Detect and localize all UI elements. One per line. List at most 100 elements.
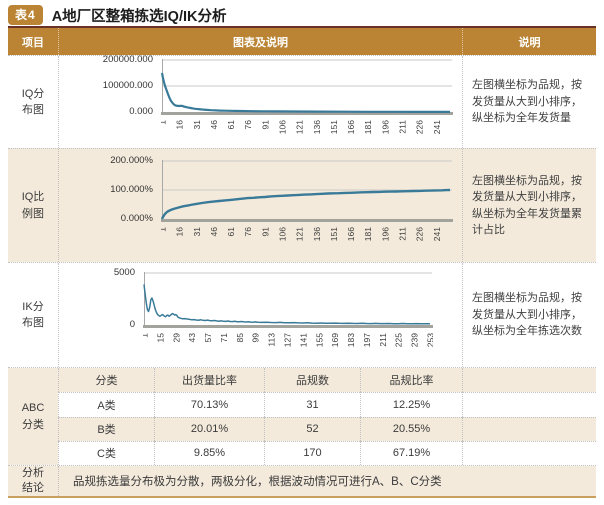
abc-cell: 20.01% [154,416,264,441]
svg-text:16: 16 [175,226,185,236]
iq-ratio-description: 左图横坐标为品规，按发货量从大到小排序，纵坐标为全年发货量累计占比 [462,149,596,262]
svg-text:121: 121 [295,226,305,240]
svg-text:151: 151 [329,120,339,134]
svg-text:181: 181 [363,120,373,134]
iq-distribution-chart-cell: 200000.000100000.0000.000116314661769110… [58,54,462,148]
abc-cell: C类 [58,440,154,465]
svg-text:1: 1 [161,120,168,125]
row-label-abc-classification: ABC 分类 [8,368,58,465]
svg-text:226: 226 [415,120,425,134]
row-label-conclusion: 分析 结论 [8,466,58,496]
svg-text:226: 226 [415,226,425,240]
title-row: 表4 A地厂区整箱拣选IQ/IK分析 [0,0,604,26]
table-header-row: 项目 图表及说明 说明 [8,28,596,55]
svg-text:151: 151 [329,226,339,240]
svg-text:211: 211 [398,226,408,240]
svg-text:76: 76 [243,120,253,130]
abc-header-cell: 品规比率 [360,368,462,393]
table-row: IK分 布图 500001152943577185991131271411551… [8,262,596,367]
svg-text:239: 239 [410,333,420,347]
abc-row-spacer [462,416,596,441]
table-row: IQ分 布图 200000.000100000.0000.00011631466… [8,54,596,148]
svg-text:253: 253 [426,333,434,347]
svg-text:136: 136 [312,226,322,240]
iq-ratio-chart: 200.000%100.000%0.000%116314661769110612… [61,155,453,253]
table-number-badge: 表4 [8,5,43,25]
ik-distribution-chart-cell: 5000011529435771859911312714115516918319… [58,263,462,367]
svg-text:57: 57 [203,333,213,343]
svg-text:61: 61 [226,226,236,236]
svg-text:197: 197 [362,333,372,347]
abc-header-cell: 分类 [58,368,154,393]
svg-text:29: 29 [171,333,181,343]
svg-text:1: 1 [143,333,150,338]
header-note-column: 说明 [462,28,596,55]
svg-text:85: 85 [235,333,245,343]
abc-cell: 170 [264,440,360,465]
svg-text:113: 113 [267,333,277,347]
svg-text:91: 91 [260,120,270,130]
abc-classification-table: 分类 出货量比率 品规数 品规比率 A类 70.13% 31 12.25% B类… [58,368,596,465]
header-chart-column: 图表及说明 [58,28,462,55]
svg-text:136: 136 [312,120,322,134]
ik-distribution-description: 左图横坐标为品规，按发货量从大到小排序，纵坐标为全年拣选次数 [462,263,596,367]
svg-text:91: 91 [260,226,270,236]
analysis-table: 项目 图表及说明 说明 IQ分 布图 200000.000 100000.000 0… [8,26,596,498]
svg-text:127: 127 [283,333,293,347]
svg-text:43: 43 [187,333,197,343]
svg-text:211: 211 [378,333,388,347]
abc-cell: A类 [58,392,154,417]
iq-distribution-description: 左图横坐标为品规，按发货量从大到小排序，纵坐标为全年发货量 [462,56,596,148]
abc-classification-row: ABC 分类 分类 出货量比率 品规数 品规比率 A类 70.13% 31 12… [8,367,596,465]
abc-cell: 9.85% [154,440,264,465]
svg-text:16: 16 [175,120,185,130]
abc-cell: 31 [264,392,360,417]
svg-text:166: 166 [346,226,356,240]
row-label-iq-ratio: IQ比 例图 [21,191,45,220]
svg-text:196: 196 [380,120,390,134]
iq-ratio-chart-cell: 200.000%100.000%0.000%116314661769110612… [58,149,462,262]
conclusion-text: 品规拣选量分布极为分散，两极分化，根据波动情况可进行A、B、C分类 [58,466,596,496]
abc-cell: 67.19% [360,440,462,465]
svg-text:31: 31 [192,226,202,236]
abc-header-cell: 出货量比率 [154,368,264,393]
svg-text:169: 169 [330,333,340,347]
svg-text:241: 241 [432,120,442,134]
svg-text:71: 71 [219,333,229,343]
iq-distribution-chart: 200000.000100000.0000.000116314661769110… [61,54,453,146]
abc-cell: B类 [58,416,154,441]
svg-text:99: 99 [251,333,261,343]
svg-text:225: 225 [394,333,404,347]
svg-text:76: 76 [243,226,253,236]
svg-text:241: 241 [432,226,442,240]
conclusion-row: 分析 结论 品规拣选量分布极为分散，两极分化，根据波动情况可进行A、B、C分类 [8,465,596,496]
svg-text:141: 141 [298,333,308,347]
abc-cell: 20.55% [360,416,462,441]
abc-header-spacer [462,368,596,393]
abc-row-spacer [462,392,596,417]
row-label-ik-distribution: IK分 布图 [22,300,44,330]
ik-distribution-chart: 5000011529435771859911312714115516918319… [61,267,434,359]
svg-text:1: 1 [161,226,168,231]
svg-text:46: 46 [209,226,219,236]
svg-text:121: 121 [295,120,305,134]
svg-text:106: 106 [278,226,288,240]
svg-text:46: 46 [209,120,219,130]
svg-text:181: 181 [363,226,373,240]
svg-text:31: 31 [192,120,202,130]
abc-cell: 12.25% [360,392,462,417]
svg-text:61: 61 [226,120,236,130]
page-title: A地厂区整箱拣选IQ/IK分析 [51,8,227,25]
svg-text:155: 155 [314,333,324,347]
row-label-iq-distribution: IQ分 布图 [21,87,45,117]
svg-text:166: 166 [346,120,356,134]
svg-text:196: 196 [380,226,390,240]
table-row: IQ比 例图 200.000%100.000%0.000%11631466176… [8,148,596,262]
abc-header-cell: 品规数 [264,368,360,393]
svg-text:106: 106 [278,120,288,134]
abc-cell: 52 [264,416,360,441]
svg-text:183: 183 [346,333,356,347]
svg-text:15: 15 [155,333,165,343]
header-item-column: 项目 [22,36,44,49]
